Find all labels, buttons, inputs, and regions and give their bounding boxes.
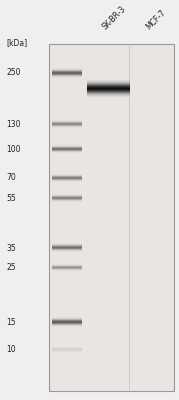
Text: 70: 70 [7, 173, 16, 182]
Text: MCF-7: MCF-7 [144, 8, 167, 31]
Text: 10: 10 [7, 345, 16, 354]
Text: 15: 15 [7, 318, 16, 327]
FancyBboxPatch shape [49, 44, 174, 391]
Text: 25: 25 [7, 263, 16, 272]
Text: 35: 35 [7, 244, 16, 253]
Text: 250: 250 [7, 68, 21, 78]
Text: 130: 130 [7, 120, 21, 129]
Text: SK-BR-3: SK-BR-3 [101, 4, 128, 31]
Text: 55: 55 [7, 194, 16, 203]
Text: [kDa]: [kDa] [7, 38, 28, 47]
Text: 100: 100 [7, 145, 21, 154]
